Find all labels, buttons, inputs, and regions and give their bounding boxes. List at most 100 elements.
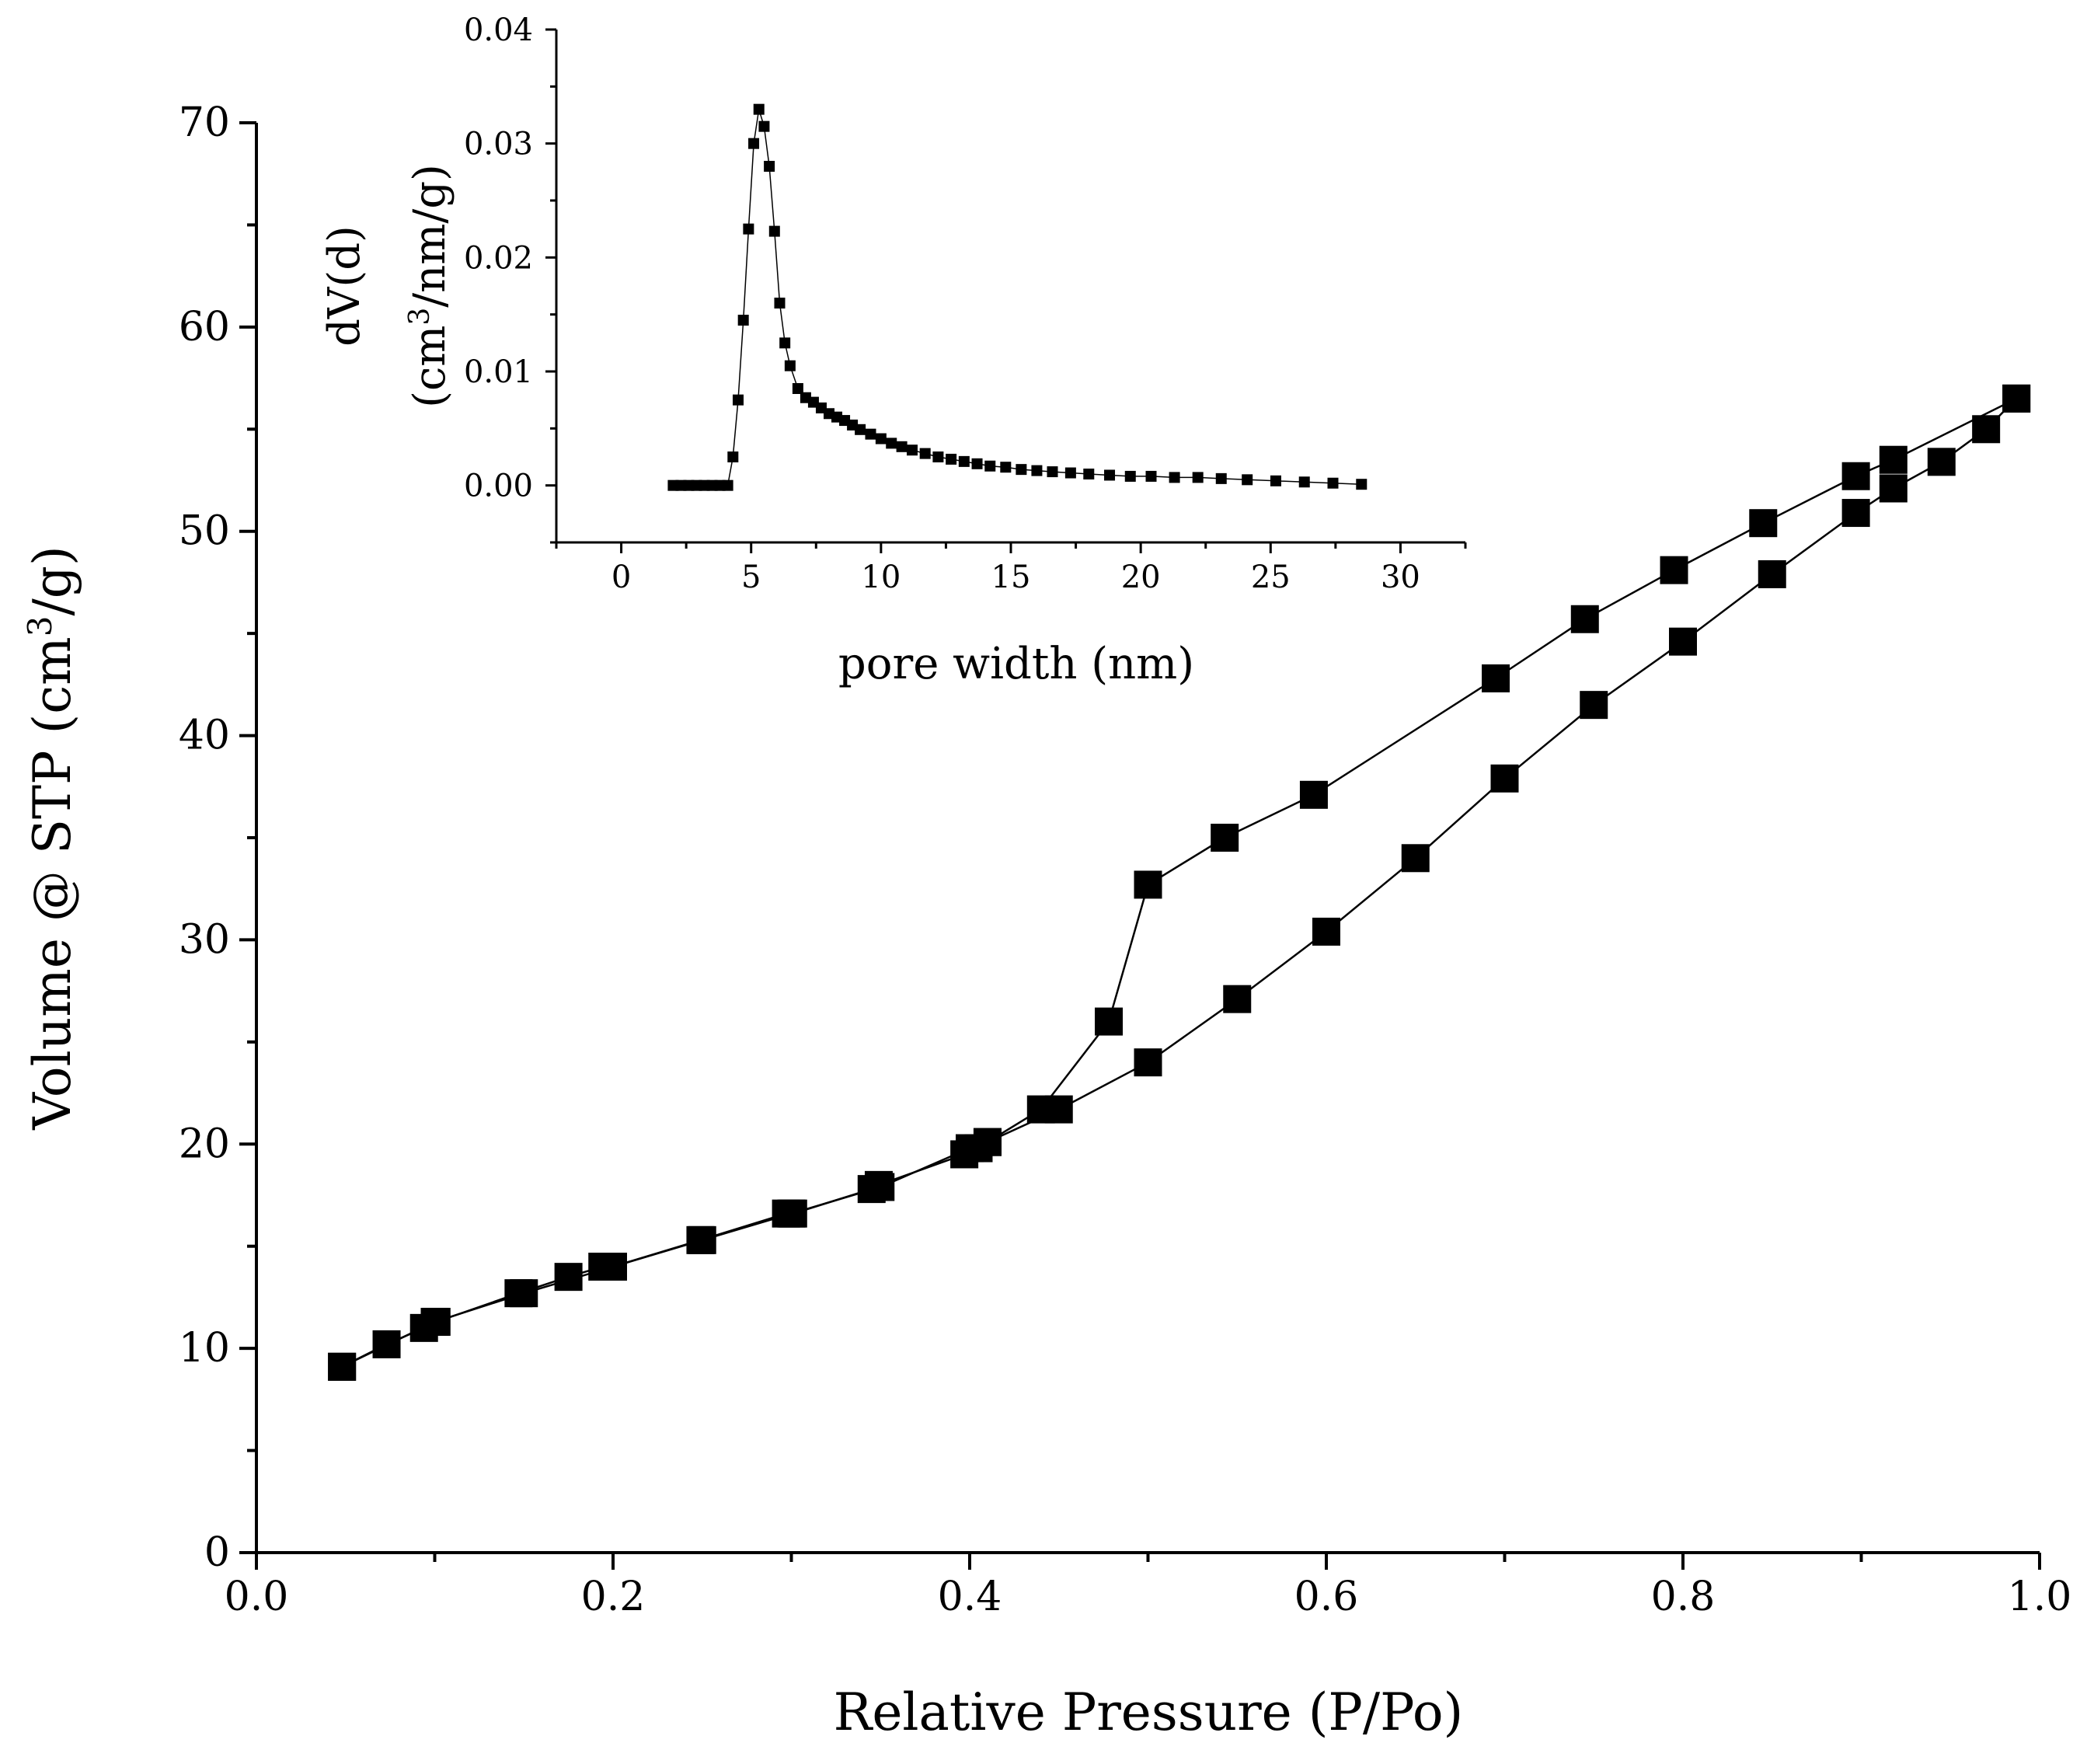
inset-series-line-pore-size-distribution — [673, 109, 1362, 486]
inset-series-group — [667, 103, 1368, 491]
main-y-axis-title: Volume @ STP (cm3/g) — [21, 546, 82, 1130]
inset-y-tick-label: 0.02 — [464, 240, 533, 276]
main-data-point-adsorption — [1580, 691, 1608, 720]
main-data-point-adsorption — [1223, 985, 1252, 1013]
main-data-point-desorption — [1095, 1007, 1124, 1036]
inset-data-point-pore-size-distribution — [1104, 469, 1116, 481]
inset-data-point-pore-size-distribution — [1031, 465, 1043, 476]
inset-data-point-pore-size-distribution — [886, 438, 897, 449]
main-data-point-desorption — [1482, 664, 1510, 692]
inset-x-tick-label: 20 — [1121, 560, 1161, 595]
inset-data-point-pore-size-distribution — [733, 394, 744, 406]
inset-data-point-pore-size-distribution — [1124, 470, 1136, 482]
main-y-tick-label: 40 — [179, 713, 230, 759]
main-y-tick-label: 30 — [179, 916, 230, 963]
inset-data-point-pore-size-distribution — [984, 460, 996, 472]
inset-y-axis-title-line1: dV(d) — [319, 225, 370, 347]
inset-data-point-pore-size-distribution — [1000, 462, 1012, 473]
inset-data-point-pore-size-distribution — [1016, 464, 1027, 476]
inset-data-point-pore-size-distribution — [1298, 476, 1310, 488]
inset-y-tick-label: 0.03 — [464, 127, 533, 162]
inset-data-point-pore-size-distribution — [958, 455, 970, 467]
main-data-point-adsorption — [1134, 1048, 1162, 1077]
inset-data-point-pore-size-distribution — [1270, 475, 1281, 486]
main-x-tick-label: 0.0 — [225, 1574, 289, 1620]
inset-data-point-pore-size-distribution — [737, 315, 749, 326]
main-data-point-adsorption — [1927, 448, 1956, 476]
main-data-point-adsorption — [1401, 844, 1430, 873]
main-data-point-desorption — [328, 1352, 357, 1381]
main-y-tick-label: 70 — [179, 99, 230, 146]
main-data-point-desorption — [1841, 462, 1870, 490]
inset-data-point-pore-size-distribution — [875, 433, 887, 444]
inset-data-point-pore-size-distribution — [753, 103, 765, 115]
inset-x-tick-label: 0 — [611, 560, 631, 595]
inset-data-point-pore-size-distribution — [758, 120, 770, 132]
inset-data-point-pore-size-distribution — [1145, 470, 1157, 482]
inset-data-point-pore-size-distribution — [919, 448, 931, 459]
inset-data-point-pore-size-distribution — [932, 451, 944, 462]
inset-data-point-pore-size-distribution — [768, 225, 780, 237]
main-data-point-adsorption — [1758, 560, 1786, 588]
main-data-point-desorption — [1749, 509, 1778, 538]
main-x-tick-label: 0.2 — [581, 1574, 646, 1620]
inset-plot: 0 5 10 15 20 25 30 0.00 0.01 0.02 0.03 0.04 pore wi… — [319, 12, 1467, 689]
inset-data-point-pore-size-distribution — [764, 161, 775, 172]
inset-y-axis-title-line2: (cm3/nm/g) — [404, 164, 455, 408]
main-data-point-desorption — [1570, 605, 1599, 633]
inset-data-point-pore-size-distribution — [1192, 472, 1204, 483]
main-data-point-desorption — [1299, 780, 1328, 809]
inset-data-point-pore-size-distribution — [722, 479, 733, 491]
main-data-point-desorption — [1211, 824, 1239, 852]
inset-data-point-pore-size-distribution — [906, 444, 918, 456]
main-data-point-adsorption — [1312, 917, 1340, 946]
main-data-point-desorption — [866, 1173, 895, 1201]
inset-data-point-pore-size-distribution — [1356, 479, 1368, 490]
inset-y-tick-label: 0.04 — [464, 12, 533, 48]
inset-data-point-pore-size-distribution — [748, 138, 760, 149]
main-data-point-desorption — [1660, 556, 1688, 584]
inset-data-point-pore-size-distribution — [743, 223, 754, 235]
main-data-point-adsorption — [1490, 764, 1519, 793]
main-data-point-desorption — [777, 1199, 806, 1228]
main-y-tick-label: 20 — [179, 1121, 230, 1167]
main-data-point-desorption — [956, 1134, 984, 1163]
inset-data-point-pore-size-distribution — [779, 337, 791, 349]
main-y-tick-label: 60 — [179, 304, 230, 350]
inset-y-axis-title-superscript: 3 — [404, 308, 436, 326]
main-data-point-adsorption — [1879, 474, 1908, 503]
inset-data-point-pore-size-distribution — [1169, 472, 1180, 483]
main-y-axis-title-superscript: 3 — [21, 616, 59, 637]
main-data-point-desorption — [688, 1225, 716, 1254]
inset-data-point-pore-size-distribution — [1327, 477, 1339, 489]
main-y-axis-title-part2: /g) — [23, 546, 82, 615]
main-data-point-adsorption — [372, 1330, 401, 1358]
inset-data-point-pore-size-distribution — [896, 441, 908, 452]
main-series-group — [328, 384, 2031, 1381]
main-data-point-desorption — [1134, 870, 1162, 899]
inset-y-axis-title-part2: /nm/g) — [405, 164, 455, 308]
inset-x-tick-label: 15 — [991, 560, 1031, 595]
main-x-tick-label: 0.4 — [938, 1574, 1002, 1620]
inset-data-point-pore-size-distribution — [784, 360, 796, 371]
main-x-tick-label: 0.8 — [1651, 1574, 1716, 1620]
main-data-point-desorption — [599, 1253, 627, 1281]
inset-data-point-pore-size-distribution — [774, 298, 786, 309]
main-series-line-desorption — [341, 397, 2017, 1368]
main-data-point-adsorption — [554, 1263, 583, 1292]
inset-data-point-pore-size-distribution — [727, 451, 739, 462]
main-data-point-desorption — [420, 1307, 449, 1336]
main-data-point-adsorption — [1841, 499, 1870, 528]
inset-x-tick-label: 25 — [1251, 560, 1291, 595]
main-series-line-adsorption — [341, 398, 2018, 1368]
inset-data-point-pore-size-distribution — [1047, 466, 1058, 478]
inset-data-point-pore-size-distribution — [1064, 467, 1076, 479]
inset-data-point-pore-size-distribution — [946, 453, 957, 465]
main-y-axis-title-part1: Volume @ STP (cm — [23, 636, 82, 1130]
main-y-tick-label: 10 — [179, 1325, 230, 1372]
main-x-tick-label: 0.6 — [1294, 1574, 1359, 1620]
inset-data-point-pore-size-distribution — [855, 424, 866, 435]
